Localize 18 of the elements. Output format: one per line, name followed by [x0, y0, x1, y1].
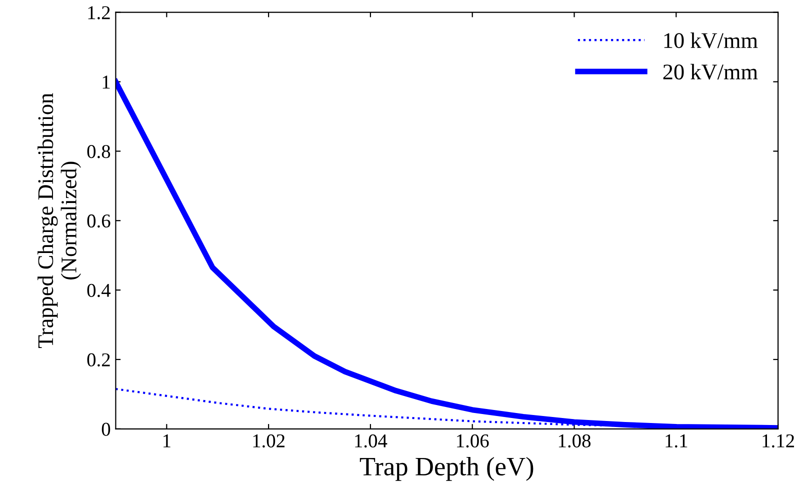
x-tick-label: 1.06 [457, 434, 489, 448]
y-tick-label: 0.2 [87, 353, 110, 366]
y-tick-label: 0.6 [87, 214, 110, 228]
y-tick-label: 0 [102, 422, 110, 436]
legend-label: 10 kV/mm [664, 32, 758, 48]
x-tick-label: 1 [164, 434, 170, 448]
x-tick-label: 1.1 [666, 434, 688, 448]
y-tick-label: 1.2 [88, 6, 110, 20]
x-axis-title: Trap Depth (eV) [360, 456, 534, 481]
y-axis-title: Trapped Charge Distribution (Normalized) [38, 93, 81, 348]
legend-label: 20 kV/mm [663, 64, 758, 80]
x-tick-label: 1.04 [355, 434, 388, 448]
y-tick-label: 0.8 [87, 145, 110, 158]
x-tick-label: 1.08 [558, 434, 591, 448]
x-tick-label: 1.12 [762, 434, 794, 448]
y-tick-label: 0.4 [87, 284, 111, 298]
x-tick-label: 1.02 [253, 434, 284, 448]
y-tick-label: 1 [102, 76, 110, 88]
